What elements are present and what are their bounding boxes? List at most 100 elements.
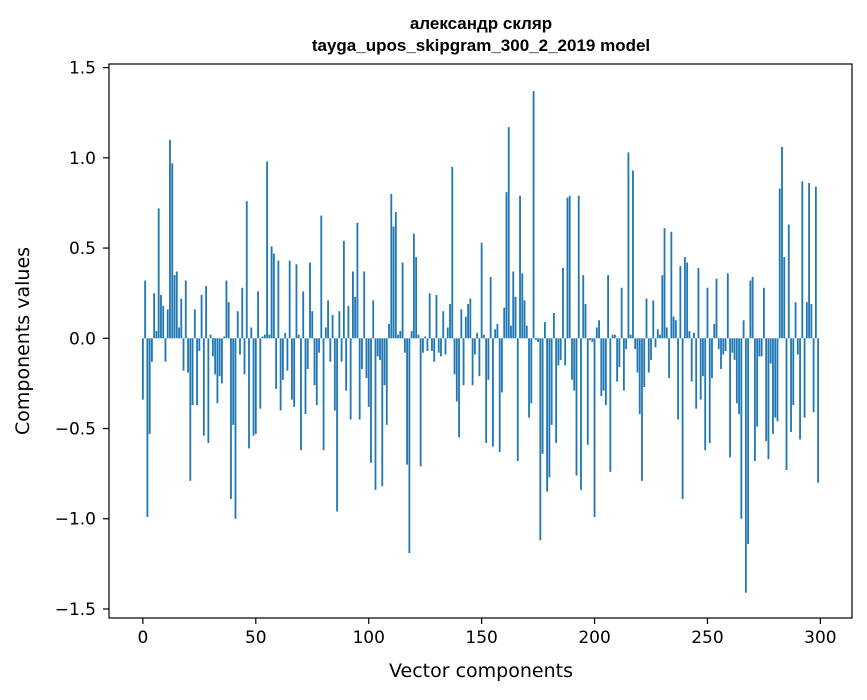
bar-component-294 bbox=[805, 302, 808, 339]
bar-component-299 bbox=[817, 338, 820, 483]
bar-component-53 bbox=[261, 336, 264, 339]
bar-component-227 bbox=[654, 338, 657, 348]
chart-title-line-1: александр скляр bbox=[410, 14, 552, 33]
bar-component-5 bbox=[153, 293, 156, 339]
bar-component-209 bbox=[613, 334, 616, 339]
bar-component-259 bbox=[726, 273, 729, 339]
bar-component-207 bbox=[609, 338, 612, 472]
bar-component-93 bbox=[352, 271, 354, 339]
bar-component-134 bbox=[444, 338, 447, 355]
bar-component-279 bbox=[772, 338, 774, 434]
bar-component-284 bbox=[783, 257, 786, 339]
bar-component-23 bbox=[193, 309, 196, 339]
bar-component-242 bbox=[688, 331, 691, 339]
bar-component-152 bbox=[485, 338, 488, 443]
bar-component-81 bbox=[324, 327, 327, 339]
bar-component-159 bbox=[501, 338, 503, 393]
bar-component-91 bbox=[347, 305, 350, 339]
bar-component-180 bbox=[548, 338, 551, 478]
bar-component-150 bbox=[480, 242, 483, 339]
bar-component-220 bbox=[638, 338, 641, 415]
bar-component-141 bbox=[460, 309, 463, 339]
bar-component-99 bbox=[365, 338, 368, 378]
bar-component-175 bbox=[537, 338, 539, 342]
bar-component-231 bbox=[663, 228, 666, 339]
bar-component-292 bbox=[801, 181, 804, 339]
bar-component-214 bbox=[625, 338, 628, 350]
bar-component-142 bbox=[462, 338, 465, 386]
bar-component-234 bbox=[670, 231, 673, 339]
bar-component-288 bbox=[792, 338, 795, 406]
bar-component-8 bbox=[160, 294, 162, 339]
x-tick-label: 300 bbox=[804, 628, 836, 648]
bar-component-221 bbox=[641, 338, 643, 481]
bar-component-37 bbox=[225, 280, 228, 339]
bar-component-21 bbox=[189, 338, 192, 481]
bar-component-245 bbox=[695, 338, 698, 409]
bar-component-78 bbox=[318, 338, 320, 353]
bar-component-57 bbox=[270, 246, 273, 339]
bar-component-224 bbox=[647, 338, 650, 373]
bar-component-272 bbox=[756, 338, 759, 427]
bar-component-218 bbox=[634, 338, 637, 350]
bar-component-85 bbox=[333, 338, 336, 411]
bar-component-270 bbox=[751, 276, 754, 339]
bar-component-87 bbox=[338, 311, 341, 339]
bar-component-182 bbox=[552, 313, 555, 339]
bar-component-247 bbox=[699, 338, 702, 400]
x-axis-ticks: 0 50 100 150 200 250 300 bbox=[137, 618, 837, 648]
bar-component-111 bbox=[392, 226, 395, 339]
bar-component-252 bbox=[711, 338, 713, 378]
bar-component-151 bbox=[482, 334, 485, 339]
bar-component-195 bbox=[582, 275, 585, 339]
bar-component-66 bbox=[291, 338, 293, 400]
y-tick-label: 1.5 bbox=[69, 59, 96, 79]
bar-component-61 bbox=[279, 338, 282, 411]
bar-component-282 bbox=[778, 188, 781, 339]
y-tick-label: 1.0 bbox=[69, 149, 96, 169]
bar-component-51 bbox=[257, 291, 259, 339]
bar-component-139 bbox=[455, 338, 458, 402]
bar-component-233 bbox=[668, 338, 670, 378]
bar-component-39 bbox=[230, 338, 232, 499]
bar-component-143 bbox=[464, 316, 467, 339]
bar-component-217 bbox=[632, 170, 634, 339]
bar-component-166 bbox=[516, 338, 519, 461]
plot-area-frame bbox=[108, 63, 853, 619]
bar-component-94 bbox=[354, 296, 357, 339]
bar-component-9 bbox=[162, 305, 165, 339]
bar-component-232 bbox=[665, 327, 668, 339]
bar-component-4 bbox=[151, 338, 153, 362]
bar-component-125 bbox=[424, 336, 427, 339]
bar-component-6 bbox=[155, 331, 158, 339]
bar-component-280 bbox=[774, 338, 777, 418]
bar-component-135 bbox=[446, 327, 449, 339]
bar-component-189 bbox=[568, 195, 571, 339]
x-tick-label: 150 bbox=[465, 628, 497, 648]
bar-component-144 bbox=[467, 304, 469, 339]
bar-component-20 bbox=[187, 338, 189, 373]
bar-component-298 bbox=[814, 186, 817, 339]
bar-component-120 bbox=[412, 233, 415, 339]
bar-component-127 bbox=[428, 293, 431, 339]
bar-component-157 bbox=[496, 323, 499, 339]
bar-component-230 bbox=[661, 275, 664, 339]
bar-component-198 bbox=[589, 338, 591, 341]
bar-component-28 bbox=[205, 285, 208, 339]
bar-component-88 bbox=[340, 338, 343, 362]
bar-component-262 bbox=[733, 338, 736, 360]
bar-component-46 bbox=[245, 201, 248, 339]
x-tick-label: 0 bbox=[137, 628, 148, 648]
bar-component-49 bbox=[252, 338, 255, 436]
bar-component-199 bbox=[591, 338, 594, 342]
y-axis-ticks: 1.5 1.0 0.5 0.0 −0.5 −1.0 −1.5 bbox=[55, 59, 109, 620]
bar-component-126 bbox=[426, 338, 429, 351]
bar-component-59 bbox=[275, 338, 278, 389]
chart-title-line-2: tayga_upos_skipgram_300_2_2019 model bbox=[312, 36, 650, 55]
bar-component-86 bbox=[336, 338, 338, 512]
x-axis-label: Vector components bbox=[389, 660, 573, 682]
bar-component-193 bbox=[577, 195, 580, 339]
bar-component-74 bbox=[309, 262, 311, 339]
bar-component-43 bbox=[239, 338, 241, 355]
bar-component-122 bbox=[417, 334, 420, 339]
